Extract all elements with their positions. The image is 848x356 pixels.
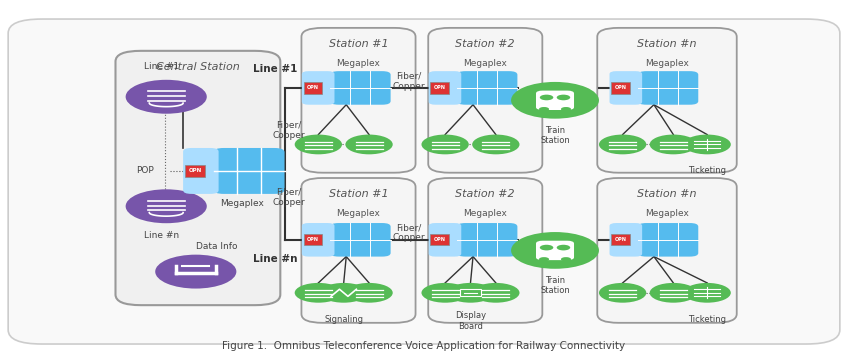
FancyBboxPatch shape bbox=[8, 19, 840, 344]
Circle shape bbox=[599, 135, 646, 155]
Circle shape bbox=[561, 257, 571, 261]
Text: Fiber/
Copper: Fiber/ Copper bbox=[393, 71, 425, 90]
Circle shape bbox=[295, 135, 342, 155]
Text: Megaplex: Megaplex bbox=[645, 209, 689, 218]
Text: OPN: OPN bbox=[433, 237, 446, 242]
Text: Display
Board: Display Board bbox=[455, 312, 486, 331]
FancyBboxPatch shape bbox=[304, 82, 322, 94]
FancyBboxPatch shape bbox=[302, 71, 334, 105]
Text: Fiber/
Copper: Fiber/ Copper bbox=[272, 121, 305, 140]
FancyBboxPatch shape bbox=[428, 223, 461, 257]
FancyBboxPatch shape bbox=[428, 178, 543, 323]
FancyBboxPatch shape bbox=[214, 148, 285, 194]
Text: Data Info: Data Info bbox=[196, 242, 237, 251]
Text: Station #2: Station #2 bbox=[455, 39, 515, 49]
Circle shape bbox=[345, 135, 393, 155]
Circle shape bbox=[556, 95, 570, 100]
Text: Line #n: Line #n bbox=[144, 231, 180, 240]
Circle shape bbox=[539, 257, 550, 261]
FancyBboxPatch shape bbox=[330, 223, 391, 257]
FancyBboxPatch shape bbox=[597, 28, 737, 173]
FancyBboxPatch shape bbox=[428, 71, 461, 105]
Text: Station #1: Station #1 bbox=[329, 189, 388, 199]
Circle shape bbox=[511, 82, 599, 119]
Text: OPN: OPN bbox=[307, 237, 319, 242]
Circle shape bbox=[447, 283, 494, 303]
Text: OPN: OPN bbox=[433, 85, 446, 90]
FancyBboxPatch shape bbox=[304, 234, 322, 246]
Circle shape bbox=[561, 107, 571, 111]
Text: Megaplex: Megaplex bbox=[337, 209, 381, 218]
Text: Central Station: Central Station bbox=[156, 62, 240, 72]
FancyBboxPatch shape bbox=[301, 28, 416, 173]
FancyBboxPatch shape bbox=[610, 71, 642, 105]
FancyBboxPatch shape bbox=[430, 82, 449, 94]
FancyBboxPatch shape bbox=[185, 164, 205, 177]
FancyBboxPatch shape bbox=[302, 223, 334, 257]
Circle shape bbox=[295, 283, 342, 303]
FancyBboxPatch shape bbox=[428, 28, 543, 173]
Circle shape bbox=[421, 135, 469, 155]
Circle shape bbox=[650, 135, 697, 155]
FancyBboxPatch shape bbox=[611, 82, 630, 94]
FancyBboxPatch shape bbox=[457, 71, 517, 105]
Text: Station #2: Station #2 bbox=[455, 189, 515, 199]
Text: Signaling: Signaling bbox=[324, 315, 363, 324]
Circle shape bbox=[650, 283, 697, 303]
Circle shape bbox=[683, 283, 731, 303]
Text: Line #1: Line #1 bbox=[253, 63, 297, 73]
FancyBboxPatch shape bbox=[610, 223, 642, 257]
Circle shape bbox=[539, 107, 550, 111]
FancyBboxPatch shape bbox=[597, 178, 737, 323]
Text: Line #n: Line #n bbox=[253, 254, 297, 264]
Circle shape bbox=[683, 135, 731, 155]
Circle shape bbox=[540, 245, 553, 250]
Text: Megaplex: Megaplex bbox=[463, 209, 507, 218]
Text: OPN: OPN bbox=[188, 168, 202, 173]
Text: Megaplex: Megaplex bbox=[645, 59, 689, 68]
Text: OPN: OPN bbox=[307, 85, 319, 90]
Text: OPN: OPN bbox=[615, 85, 627, 90]
Text: Figure 1.  Omnibus Teleconference Voice Application for Railway Connectivity: Figure 1. Omnibus Teleconference Voice A… bbox=[222, 341, 626, 351]
FancyBboxPatch shape bbox=[330, 71, 391, 105]
Circle shape bbox=[472, 283, 520, 303]
FancyBboxPatch shape bbox=[536, 241, 574, 260]
FancyBboxPatch shape bbox=[430, 234, 449, 246]
FancyBboxPatch shape bbox=[301, 178, 416, 323]
Text: Train
Station: Train Station bbox=[540, 126, 570, 145]
FancyBboxPatch shape bbox=[536, 90, 574, 110]
Text: Fiber/
Copper: Fiber/ Copper bbox=[393, 223, 425, 242]
Text: POP: POP bbox=[137, 167, 154, 176]
Circle shape bbox=[599, 283, 646, 303]
Circle shape bbox=[320, 283, 367, 303]
Text: Megaplex: Megaplex bbox=[463, 59, 507, 68]
FancyBboxPatch shape bbox=[183, 148, 219, 194]
FancyBboxPatch shape bbox=[611, 234, 630, 246]
Circle shape bbox=[540, 95, 553, 100]
FancyBboxPatch shape bbox=[638, 223, 698, 257]
Text: Megaplex: Megaplex bbox=[337, 59, 381, 68]
Text: Ticketing: Ticketing bbox=[688, 167, 726, 176]
Text: Line #1: Line #1 bbox=[144, 62, 180, 71]
FancyBboxPatch shape bbox=[457, 223, 517, 257]
Circle shape bbox=[155, 255, 237, 289]
Circle shape bbox=[345, 283, 393, 303]
Text: Station #1: Station #1 bbox=[329, 39, 388, 49]
Text: Megaplex: Megaplex bbox=[220, 199, 265, 208]
Circle shape bbox=[511, 232, 599, 269]
Circle shape bbox=[556, 245, 570, 250]
Circle shape bbox=[421, 283, 469, 303]
Circle shape bbox=[472, 135, 520, 155]
Circle shape bbox=[126, 189, 207, 223]
Text: Train
Station: Train Station bbox=[540, 276, 570, 295]
Text: OPN: OPN bbox=[615, 237, 627, 242]
Text: Ticketing: Ticketing bbox=[688, 315, 726, 324]
FancyBboxPatch shape bbox=[115, 51, 281, 305]
Text: Station #n: Station #n bbox=[637, 39, 697, 49]
Circle shape bbox=[126, 80, 207, 114]
FancyBboxPatch shape bbox=[638, 71, 698, 105]
Text: Fiber/
Copper: Fiber/ Copper bbox=[272, 188, 305, 207]
Text: Station #n: Station #n bbox=[637, 189, 697, 199]
